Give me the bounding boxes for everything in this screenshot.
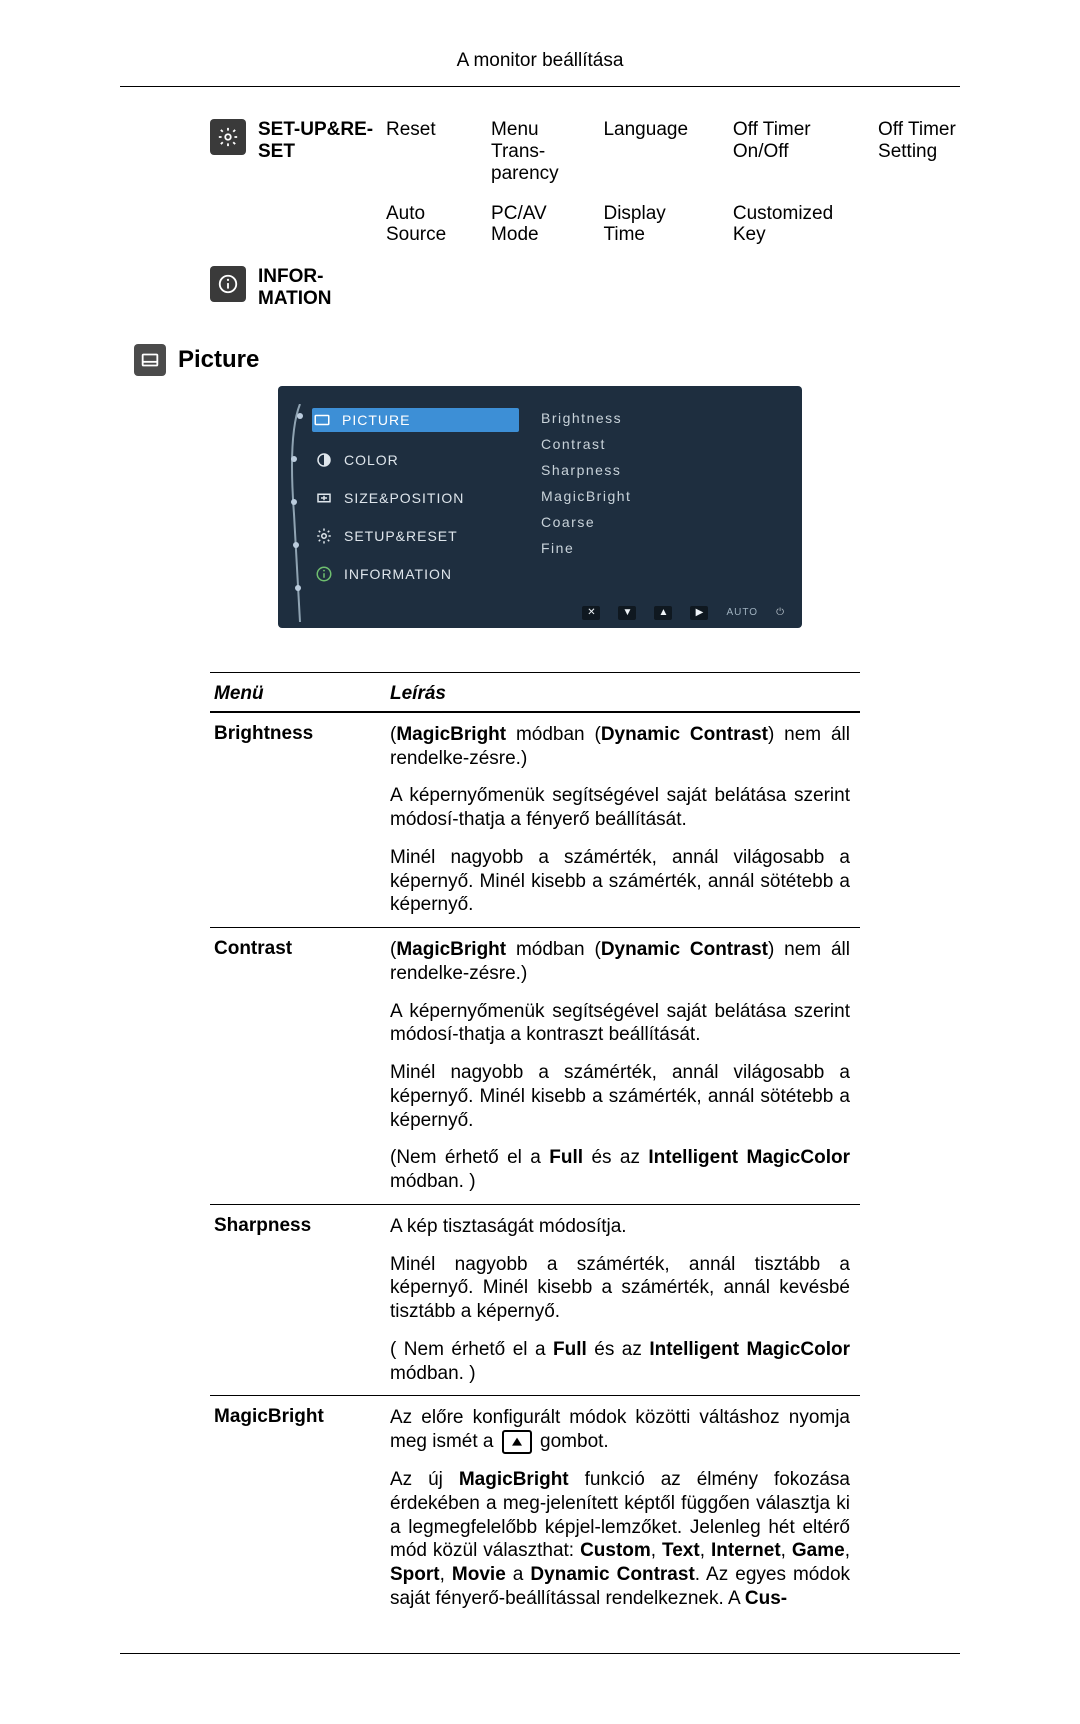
information-label: INFOR-MATION — [258, 266, 378, 310]
table-desc-para: A képernyőmenük segítségével saját belát… — [390, 784, 850, 832]
info-icon — [314, 564, 334, 584]
picture-heading-text: Picture — [178, 346, 259, 374]
setup-reset-items: Reset Menu Trans-parency Language Off Ti… — [386, 119, 960, 246]
picture-heading: Picture — [134, 344, 960, 376]
bottom-divider — [120, 1653, 960, 1654]
gear-icon — [314, 526, 334, 546]
table-desc-para: Minél nagyobb a számérték, annál világos… — [390, 1061, 850, 1132]
table-desc-para: ( Nem érhető el a Full és az Intelligent… — [390, 1338, 850, 1386]
table-desc-cell: Az előre konfigurált módok közötti váltá… — [386, 1396, 860, 1621]
osd-right-submenu: Brightness Contrast Sharpness MagicBright Co… — [519, 404, 786, 602]
table-row: MagicBrightAz előre konfigurált módok kö… — [210, 1396, 860, 1621]
table-desc-para: (Nem érhető el a Full és az Intelligent … — [390, 1146, 850, 1194]
size-icon — [314, 488, 334, 508]
setup-reset-label: SET-UP&RE-SET — [258, 119, 378, 246]
osd-right-item[interactable]: Sharpness — [541, 462, 786, 478]
table-desc-para: A kép tisztaságát módosítja. — [390, 1215, 850, 1239]
setup-item: Display Time — [603, 203, 710, 247]
osd-power-icon[interactable]: ⏻ — [776, 607, 784, 618]
table-desc-para: Az új MagicBright funkció az élmény foko… — [390, 1468, 850, 1611]
osd-left-menu: PICTURE COLOR SIZE&POSITION SETUP&RESET INFO… — [314, 404, 519, 602]
setup-item — [878, 203, 960, 247]
setup-information-rows: SET-UP&RE-SET Reset Menu Trans-parency L… — [210, 119, 960, 310]
osd-close-icon[interactable]: ✕ — [582, 606, 600, 620]
osd-auto-label[interactable]: AUTO — [726, 607, 758, 618]
osd-right-item[interactable]: Fine — [541, 540, 786, 556]
table-menu-cell: Brightness — [210, 712, 386, 928]
osd-left-item[interactable]: SETUP&RESET — [314, 526, 519, 546]
table-desc-para: A képernyőmenük segítségével saját belát… — [390, 1000, 850, 1048]
table-desc-cell: (MagicBright módban (Dynamic Contrast) n… — [386, 928, 860, 1205]
osd-left-item[interactable]: PICTURE — [312, 408, 519, 432]
color-icon — [314, 450, 334, 470]
osd-up-icon[interactable]: ▲ — [654, 606, 672, 620]
picture-icon — [134, 344, 166, 376]
table-menu-cell: MagicBright — [210, 1396, 386, 1621]
top-divider — [120, 86, 960, 87]
table-desc-para: Minél nagyobb a számérték, annál világos… — [390, 846, 850, 917]
setup-item: Auto Source — [386, 203, 469, 247]
table-desc-para: (MagicBright módban (Dynamic Contrast) n… — [390, 938, 850, 986]
setup-item: Language — [603, 119, 710, 185]
osd-right-item[interactable]: Brightness — [541, 410, 786, 426]
osd-left-label: SETUP&RESET — [344, 528, 458, 544]
osd-left-label: PICTURE — [342, 412, 410, 428]
setup-item: Customized Key — [733, 203, 856, 247]
osd-right-item[interactable]: Coarse — [541, 514, 786, 530]
osd-right-item[interactable]: MagicBright — [541, 488, 786, 504]
osd-down-icon[interactable]: ▼ — [618, 606, 636, 620]
table-desc-para: Minél nagyobb a számérték, annál tisztáb… — [390, 1253, 850, 1324]
osd-left-label: COLOR — [344, 452, 399, 468]
table-header-desc: Leírás — [386, 672, 860, 712]
table-desc-cell: A kép tisztaságát módosítja. Minél nagyob… — [386, 1204, 860, 1396]
osd-panel: PICTURE COLOR SIZE&POSITION SETUP&RESET INFO… — [278, 386, 802, 628]
picture-icon — [312, 410, 332, 430]
setup-item: Reset — [386, 119, 469, 185]
table-desc-para: (MagicBright módban (Dynamic Contrast) n… — [390, 723, 850, 771]
setup-item: Off Timer Setting — [878, 119, 960, 185]
table-row: Brightness(MagicBright módban (Dynamic C… — [210, 712, 860, 928]
gear-icon — [210, 119, 246, 155]
setup-item: Menu Trans-parency — [491, 119, 581, 185]
table-desc-para: Az előre konfigurált módok közötti váltá… — [390, 1406, 850, 1454]
osd-left-item[interactable]: INFORMATION — [314, 564, 519, 584]
osd-left-label: SIZE&POSITION — [344, 490, 464, 506]
osd-left-item[interactable]: SIZE&POSITION — [314, 488, 519, 508]
page-title: A monitor beállítása — [120, 50, 960, 72]
osd-left-item[interactable]: COLOR — [314, 450, 519, 470]
table-header-menu: Menü — [210, 672, 386, 712]
picture-desc-table: Menü Leírás Brightness(MagicBright módba… — [210, 672, 860, 1621]
table-menu-cell: Sharpness — [210, 1204, 386, 1396]
table-row: SharpnessA kép tisztaságát módosítja. Min… — [210, 1204, 860, 1396]
setup-item: PC/AV Mode — [491, 203, 581, 247]
info-icon — [210, 266, 246, 302]
osd-right-item[interactable]: Contrast — [541, 436, 786, 452]
osd-footer: ✕ ▼ ▲ ▶ AUTO ⏻ — [286, 602, 786, 622]
table-desc-cell: (MagicBright módban (Dynamic Contrast) n… — [386, 712, 860, 928]
osd-left-label: INFORMATION — [344, 566, 452, 582]
table-row: Contrast(MagicBright módban (Dynamic Con… — [210, 928, 860, 1205]
table-menu-cell: Contrast — [210, 928, 386, 1205]
osd-enter-icon[interactable]: ▶ — [690, 606, 708, 620]
button-up-icon — [502, 1430, 532, 1454]
setup-item: Off Timer On/Off — [733, 119, 856, 185]
